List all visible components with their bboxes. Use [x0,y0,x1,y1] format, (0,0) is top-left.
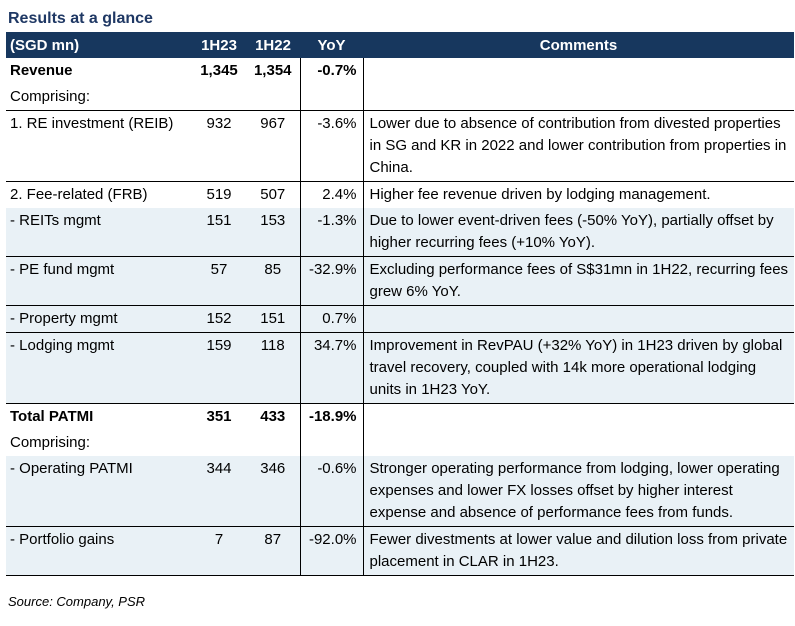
row-comment: Improvement in RevPAU (+32% YoY) in 1H23… [363,332,794,404]
row-1h22: 1,354 [253,62,292,79]
row-comment: Higher fee revenue driven by lodging man… [363,181,794,208]
row-yoy: -18.9% [299,403,364,430]
row-comment: Stronger operating performance from lodg… [363,456,794,527]
row-label: Comprising: [10,88,91,105]
table-title: Results at a glance [8,10,153,27]
row-label: - Portfolio gains [6,526,192,576]
table-row: Comprising: [6,84,794,111]
row-label: 1. RE investment (REIB) [6,110,192,182]
row-1h23: 351 [192,403,246,430]
row-1h23: 344 [192,456,246,527]
row-label: - Lodging mgmt [6,332,192,404]
row-comment: Lower due to absence of contribution fro… [363,110,794,182]
row-1h23: 57 [192,256,246,306]
row-yoy [299,84,364,111]
row-yoy: -0.7% [299,58,364,84]
row-1h23: 7 [192,526,246,576]
table-row: - Operating PATMI 344 346 -0.6% Stronger… [6,456,794,527]
row-label: Total PATMI [6,403,192,430]
row-label: - PE fund mgmt [6,256,192,306]
row-comment [363,84,794,111]
row-1h23: 151 [192,208,246,257]
table-row: - PE fund mgmt 57 85 -32.9% Excluding pe… [6,256,794,306]
row-1h23 [192,430,246,456]
row-1h22 [246,84,300,111]
row-1h22: 153 [246,208,300,257]
row-label: Comprising: [10,434,91,451]
row-1h22: 967 [246,110,300,182]
table-row: 2. Fee-related (FRB) 519 507 2.4% Higher… [6,181,794,208]
row-yoy: 34.7% [299,332,364,404]
row-1h22: 507 [246,181,300,208]
row-label: Revenue [10,62,73,79]
row-comment [363,403,794,430]
row-1h22: 118 [246,332,300,404]
row-comment: Fewer divestments at lower value and dil… [363,526,794,576]
row-1h22: 346 [246,456,300,527]
row-yoy [299,430,364,456]
row-1h23: 152 [192,305,246,333]
row-1h23: 519 [192,181,246,208]
table-row: Revenue 1,345 1,354 -0.7% [6,58,794,84]
row-yoy: -3.6% [299,110,364,182]
table-row: 1. RE investment (REIB) 932 967 -3.6% Lo… [6,110,794,182]
row-yoy: -32.9% [299,256,364,306]
row-1h23 [192,84,246,111]
row-yoy: -1.3% [299,208,364,257]
row-comment [363,430,794,456]
row-1h22: 87 [246,526,300,576]
row-yoy: -92.0% [299,526,364,576]
table-header-row: (SGD mn) 1H23 1H22 YoY Comments [6,32,794,58]
header-label: (SGD mn) [6,32,192,58]
row-yoy: 0.7% [299,305,364,333]
table-row: - Property mgmt 152 151 0.7% [6,305,794,333]
header-1h22: 1H22 [246,32,300,58]
row-1h22: 85 [246,256,300,306]
row-1h23: 932 [192,110,246,182]
table-row: - REITs mgmt 151 153 -1.3% Due to lower … [6,208,794,257]
table-row: - Lodging mgmt 159 118 34.7% Improvement… [6,332,794,404]
row-comment [363,58,794,84]
row-1h22: 433 [246,403,300,430]
row-comment [363,305,794,333]
row-label: 2. Fee-related (FRB) [6,181,192,208]
row-comment: Excluding performance fees of S$31mn in … [363,256,794,306]
row-1h23: 159 [192,332,246,404]
row-label: - Property mgmt [6,305,192,333]
row-comment: Due to lower event-driven fees (-50% YoY… [363,208,794,257]
row-label: - Operating PATMI [6,456,192,527]
row-1h22: 151 [246,305,300,333]
header-yoy: YoY [300,32,363,58]
row-1h23: 1,345 [200,62,238,79]
source-note: Source: Company, PSR [8,594,146,609]
table-row: Comprising: [6,430,794,456]
table-row: - Portfolio gains 7 87 -92.0% Fewer dive… [6,526,794,576]
table-row: Total PATMI 351 433 -18.9% [6,403,794,430]
row-yoy: -0.6% [299,456,364,527]
header-1h23: 1H23 [192,32,246,58]
row-1h22 [246,430,300,456]
results-table: (SGD mn) 1H23 1H22 YoY Comments Revenue … [6,32,794,576]
row-yoy: 2.4% [299,181,364,208]
header-comments: Comments [363,32,794,58]
row-label: - REITs mgmt [6,208,192,257]
